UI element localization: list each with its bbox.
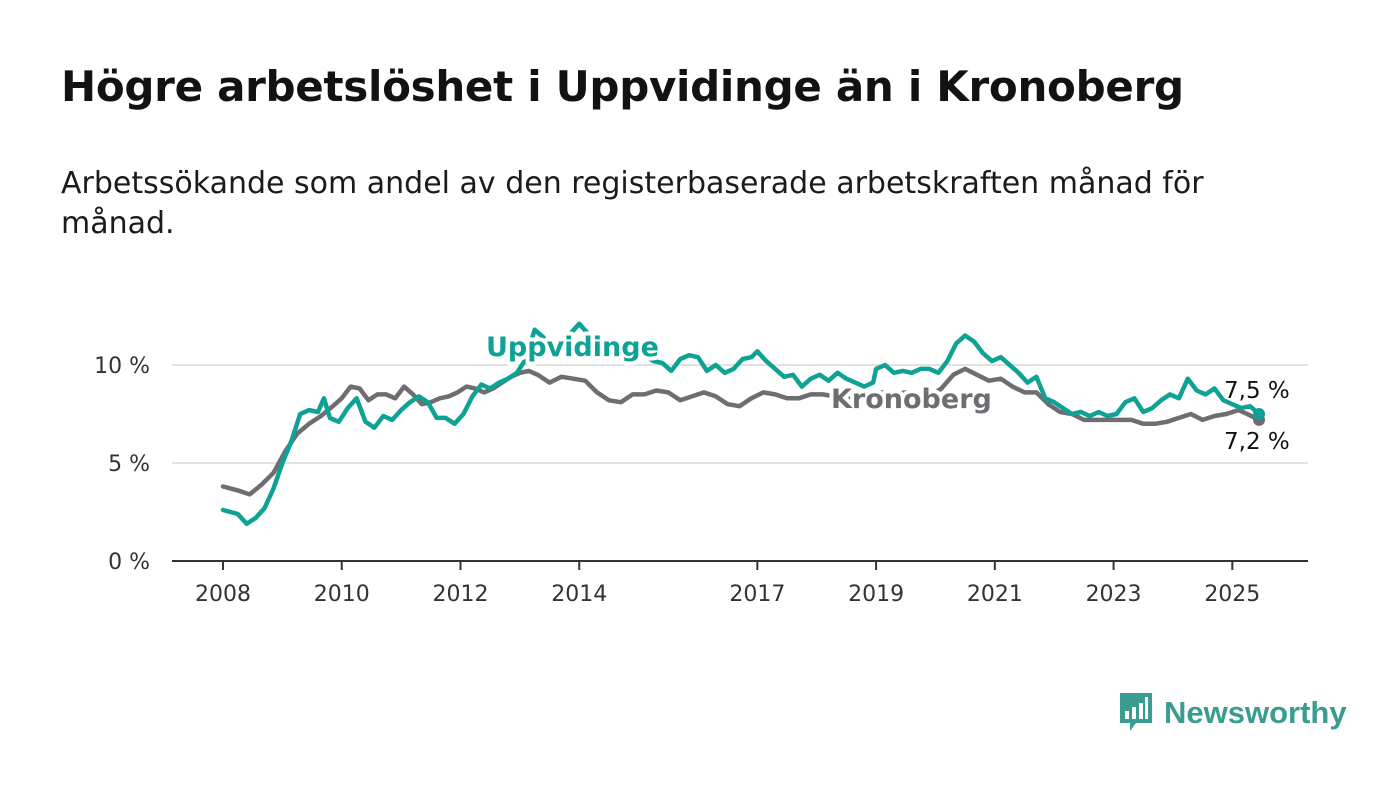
series-name-kronoberg: Kronoberg xyxy=(831,384,992,415)
series-name-halo: Uppvidinge xyxy=(486,332,659,363)
x-axis-ticks: 2008 2010 2012 2014 2017 2019 2021 2023 2025 xyxy=(195,561,1260,607)
x-tick-label: 2017 xyxy=(729,582,785,607)
x-tick-label: 2008 xyxy=(195,582,251,607)
x-tick-label: 2021 xyxy=(967,582,1023,607)
series-line-uppvidinge xyxy=(220,321,1262,527)
x-tick-label: 2014 xyxy=(551,582,607,607)
series-name-halo: Kronoberg xyxy=(831,384,992,415)
chart-title: Högre arbetslöshet i Uppvidinge än i Kro… xyxy=(61,62,1184,111)
end-value-label-kronoberg: 7,2 % xyxy=(1224,429,1290,455)
bar-chart-speech-bubble-icon xyxy=(1120,693,1152,731)
series-lines xyxy=(220,321,1266,527)
end-value-label-uppvidinge: 7,5 % xyxy=(1224,378,1290,404)
x-tick-label: 2012 xyxy=(432,582,488,607)
y-tick-label: 0 % xyxy=(108,550,150,575)
brand-name: Newsworthy xyxy=(1164,695,1347,730)
x-tick-label: 2023 xyxy=(1086,582,1142,607)
series-endpoint-uppvidinge xyxy=(1253,408,1266,420)
series-line-kronoberg xyxy=(220,366,1262,497)
y-axis-ticks: 0 % 5 % 10 % xyxy=(94,354,150,575)
x-tick-label: 2025 xyxy=(1204,582,1260,607)
y-tick-label: 10 % xyxy=(94,354,150,379)
x-tick-label: 2019 xyxy=(848,582,904,607)
chart-subtitle: Arbetssökande som andel av den registerb… xyxy=(61,166,1204,241)
y-tick-label: 5 % xyxy=(108,452,150,477)
series-name-uppvidinge: Uppvidinge xyxy=(486,332,659,363)
newsworthy-logo: Newsworthy xyxy=(1118,691,1347,735)
x-tick-label: 2010 xyxy=(314,582,370,607)
